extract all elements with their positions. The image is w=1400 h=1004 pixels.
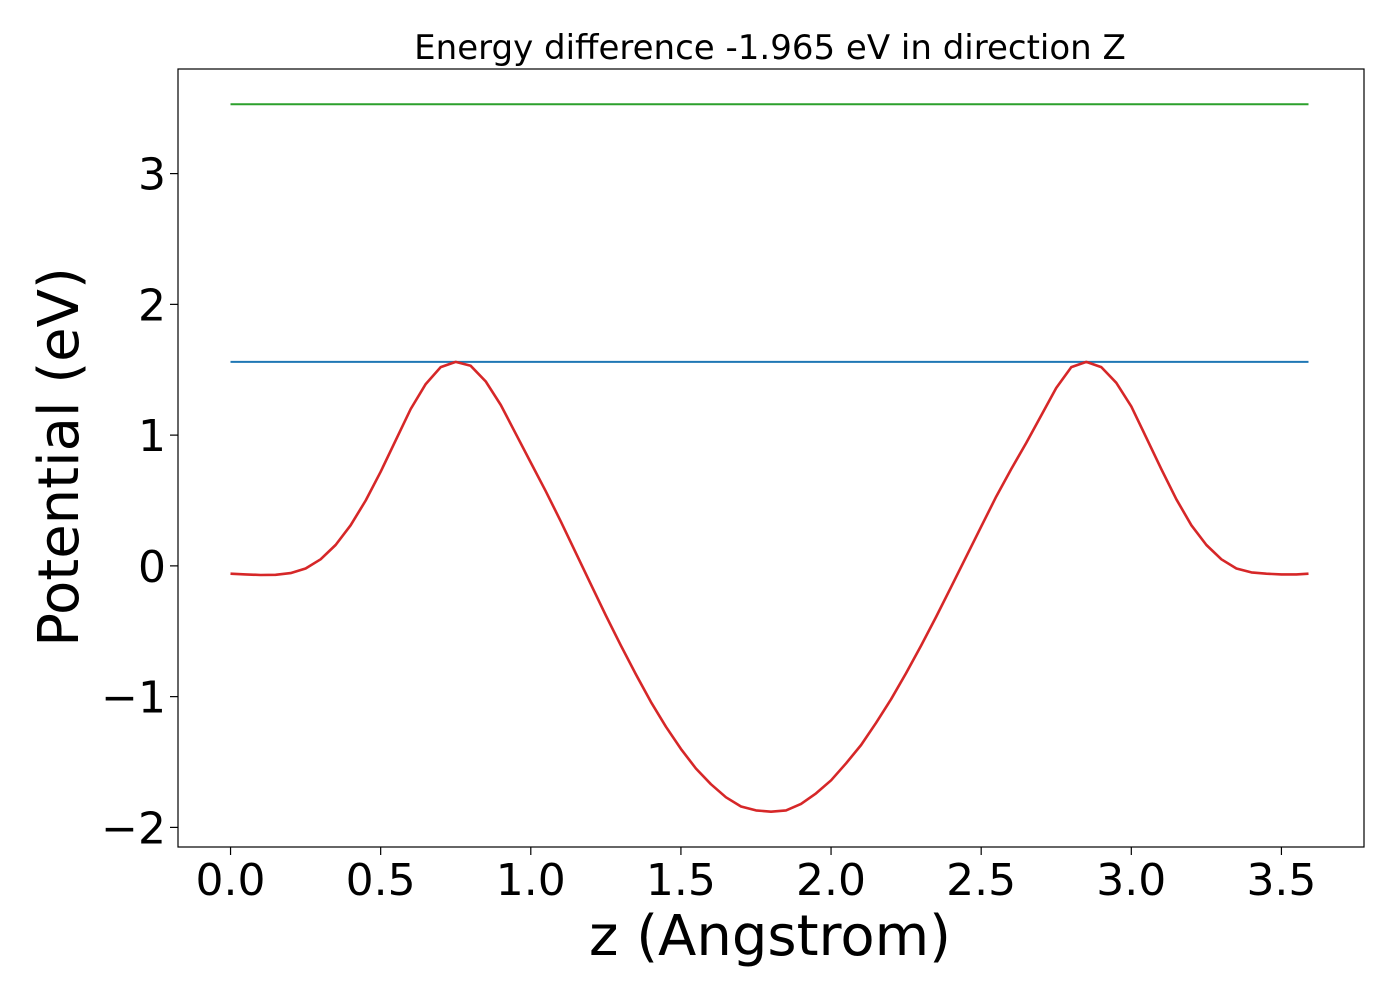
x-tick-label-1: 0.5 — [346, 855, 416, 906]
x-tick-label-0: 0.0 — [196, 855, 266, 906]
x-tick-label-5: 2.5 — [946, 855, 1016, 906]
y-tick-label-3: 1 — [138, 411, 166, 462]
y-tick-label-2: 0 — [138, 542, 166, 593]
x-tick-label-6: 3.0 — [1096, 855, 1166, 906]
x-axis-label: z (Angstrom) — [589, 904, 951, 969]
x-tick-label-7: 3.5 — [1246, 855, 1316, 906]
x-tick-label-4: 2.0 — [796, 855, 866, 906]
y-tick-label-0: −2 — [101, 803, 166, 854]
y-tick-label-4: 2 — [138, 280, 166, 331]
x-tick-label-3: 1.5 — [646, 855, 716, 906]
series-line-2 — [230, 360, 1309, 814]
x-tick-label-2: 1.0 — [496, 855, 566, 906]
chart-title: Energy difference -1.965 eV in direction… — [414, 28, 1126, 68]
y-axis-label: Potential (eV) — [27, 267, 92, 647]
y-tick-label-5: 3 — [138, 150, 166, 201]
plot-frame — [177, 68, 1365, 848]
y-tick-label-1: −1 — [101, 673, 166, 724]
plot-area: 0.0 0.5 1.0 1.5 2.0 2.5 3.0 3.5 −2 −1 0 1 2 3 — [101, 68, 1365, 906]
